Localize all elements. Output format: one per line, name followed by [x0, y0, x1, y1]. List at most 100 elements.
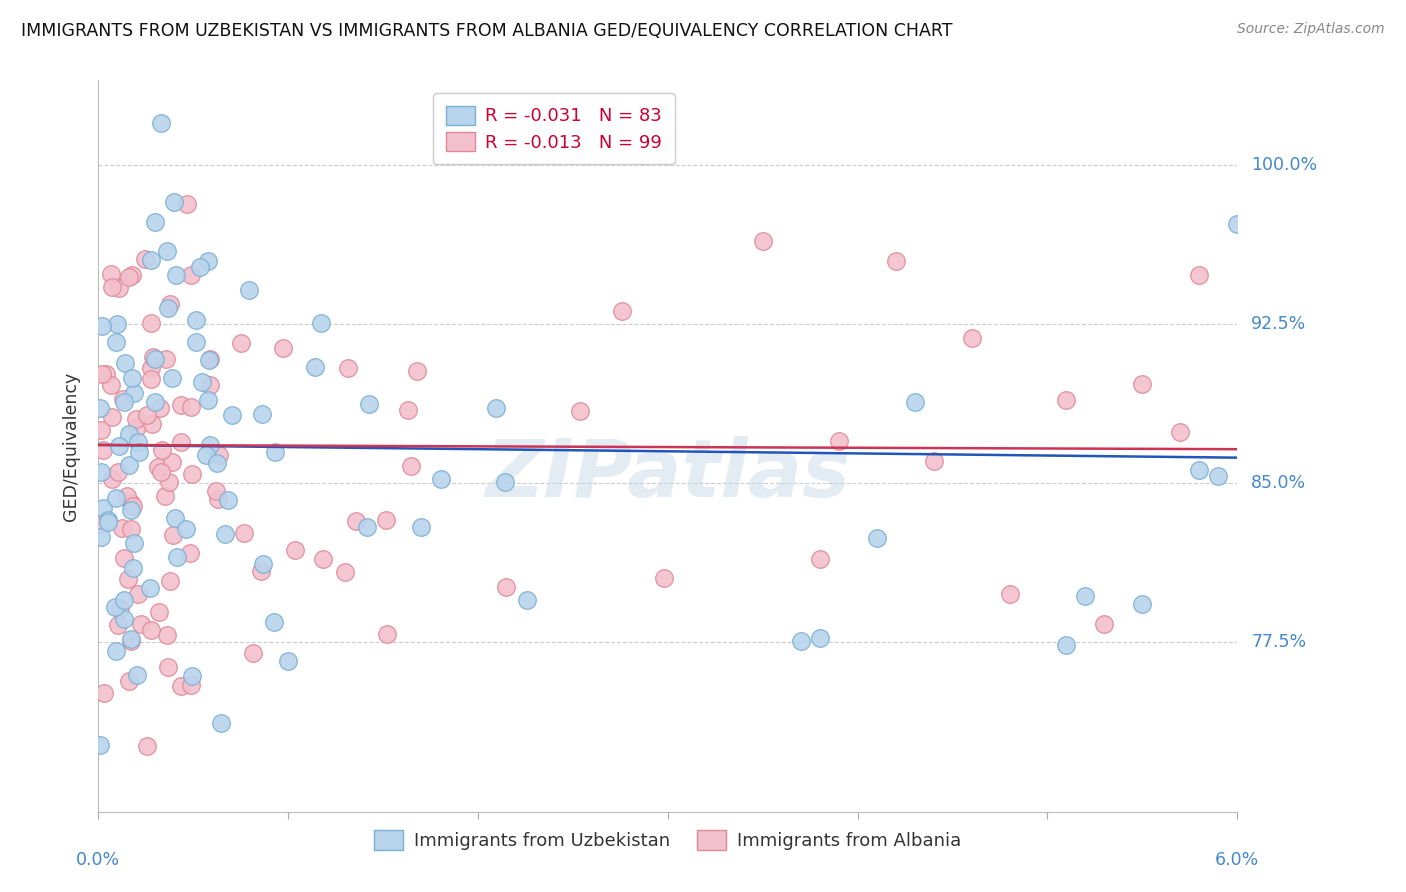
- Point: [143, 395, 166, 409]
- Point: [156, 301, 179, 316]
- Point: [375, 627, 398, 641]
- Point: [494, 475, 516, 489]
- Point: [162, 370, 184, 384]
- Point: [252, 557, 274, 571]
- Point: [91, 318, 114, 333]
- Point: [752, 234, 775, 248]
- Point: [104, 599, 127, 614]
- Point: [114, 356, 136, 370]
- Point: [170, 435, 193, 450]
- Point: [1208, 468, 1230, 483]
- Point: [143, 351, 166, 366]
- Point: [242, 646, 264, 660]
- Point: [163, 194, 186, 209]
- Point: [654, 571, 676, 585]
- Point: [176, 197, 198, 211]
- Point: [208, 448, 231, 462]
- Point: [165, 268, 187, 282]
- Point: [884, 254, 907, 268]
- Point: [138, 581, 160, 595]
- Point: [149, 401, 172, 415]
- Point: [263, 615, 285, 629]
- Point: [117, 674, 139, 689]
- Point: [128, 445, 150, 459]
- Point: [169, 679, 191, 693]
- Text: 0.0%: 0.0%: [76, 851, 121, 869]
- Point: [156, 628, 179, 642]
- Point: [149, 116, 172, 130]
- Point: [91, 443, 114, 458]
- Point: [107, 465, 129, 479]
- Point: [122, 560, 145, 574]
- Point: [198, 438, 221, 452]
- Point: [1094, 617, 1116, 632]
- Point: [808, 551, 831, 566]
- Point: [125, 667, 148, 681]
- Point: [333, 565, 356, 579]
- Point: [197, 253, 219, 268]
- Point: [180, 467, 202, 482]
- Point: [214, 527, 236, 541]
- Point: [808, 631, 831, 645]
- Point: [207, 492, 229, 507]
- Point: [180, 268, 202, 282]
- Point: [166, 549, 188, 564]
- Point: [139, 252, 162, 267]
- Text: 77.5%: 77.5%: [1251, 633, 1306, 651]
- Point: [141, 372, 163, 386]
- Text: Source: ZipAtlas.com: Source: ZipAtlas.com: [1237, 22, 1385, 37]
- Point: [112, 392, 135, 406]
- Point: [122, 536, 145, 550]
- Text: 6.0%: 6.0%: [1215, 851, 1260, 869]
- Point: [134, 252, 156, 267]
- Point: [143, 215, 166, 229]
- Y-axis label: GED/Equivalency: GED/Equivalency: [62, 371, 80, 521]
- Point: [155, 351, 177, 366]
- Point: [221, 408, 243, 422]
- Point: [180, 678, 202, 692]
- Point: [163, 511, 186, 525]
- Point: [87, 516, 110, 531]
- Point: [101, 410, 124, 425]
- Point: [1226, 217, 1249, 231]
- Point: [1074, 589, 1097, 603]
- Point: [141, 624, 163, 638]
- Point: [612, 304, 634, 318]
- Point: [960, 331, 983, 345]
- Point: [495, 580, 517, 594]
- Point: [399, 459, 422, 474]
- Point: [304, 359, 326, 374]
- Point: [1056, 638, 1078, 652]
- Text: 100.0%: 100.0%: [1251, 156, 1317, 174]
- Point: [159, 475, 181, 490]
- Point: [396, 403, 419, 417]
- Point: [89, 738, 111, 752]
- Point: [125, 412, 148, 426]
- Point: [174, 522, 197, 536]
- Point: [117, 458, 139, 473]
- Point: [127, 434, 149, 449]
- Point: [112, 612, 135, 626]
- Point: [252, 407, 274, 421]
- Point: [309, 316, 332, 330]
- Point: [209, 715, 232, 730]
- Point: [129, 616, 152, 631]
- Point: [204, 484, 226, 499]
- Point: [100, 267, 122, 281]
- Point: [828, 434, 851, 448]
- Point: [118, 270, 141, 285]
- Point: [162, 528, 184, 542]
- Point: [485, 401, 508, 415]
- Point: [127, 587, 149, 601]
- Point: [191, 375, 214, 389]
- Point: [141, 361, 163, 376]
- Point: [179, 546, 201, 560]
- Point: [866, 531, 889, 545]
- Point: [100, 280, 122, 294]
- Point: [998, 587, 1021, 601]
- Point: [186, 334, 208, 349]
- Point: [115, 489, 138, 503]
- Point: [233, 526, 256, 541]
- Point: [141, 417, 163, 431]
- Point: [406, 364, 429, 378]
